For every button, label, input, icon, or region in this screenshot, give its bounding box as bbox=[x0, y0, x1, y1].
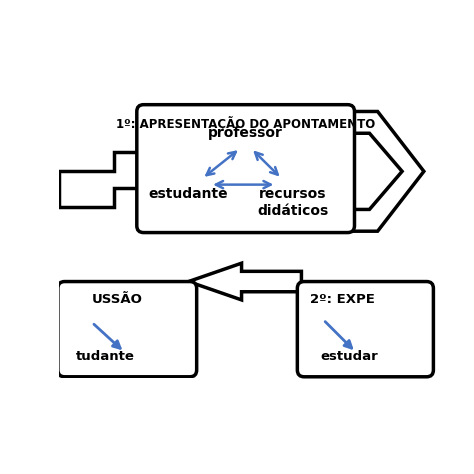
Text: professor: professor bbox=[208, 126, 283, 140]
Text: tudante: tudante bbox=[75, 350, 135, 364]
Text: USSÃO: USSÃO bbox=[92, 293, 143, 306]
Text: 2º: EXPE: 2º: EXPE bbox=[310, 293, 374, 306]
Text: recursos
didáticos: recursos didáticos bbox=[257, 187, 328, 218]
FancyBboxPatch shape bbox=[58, 282, 197, 377]
Polygon shape bbox=[59, 152, 144, 207]
FancyBboxPatch shape bbox=[137, 105, 355, 233]
Text: estudar: estudar bbox=[320, 350, 378, 364]
Text: estudante: estudante bbox=[149, 187, 228, 201]
FancyBboxPatch shape bbox=[297, 282, 433, 377]
Polygon shape bbox=[189, 263, 301, 300]
Polygon shape bbox=[339, 111, 424, 231]
Text: 1º: APRESENTAÇÃO DO APONTAMENTO: 1º: APRESENTAÇÃO DO APONTAMENTO bbox=[116, 117, 375, 131]
